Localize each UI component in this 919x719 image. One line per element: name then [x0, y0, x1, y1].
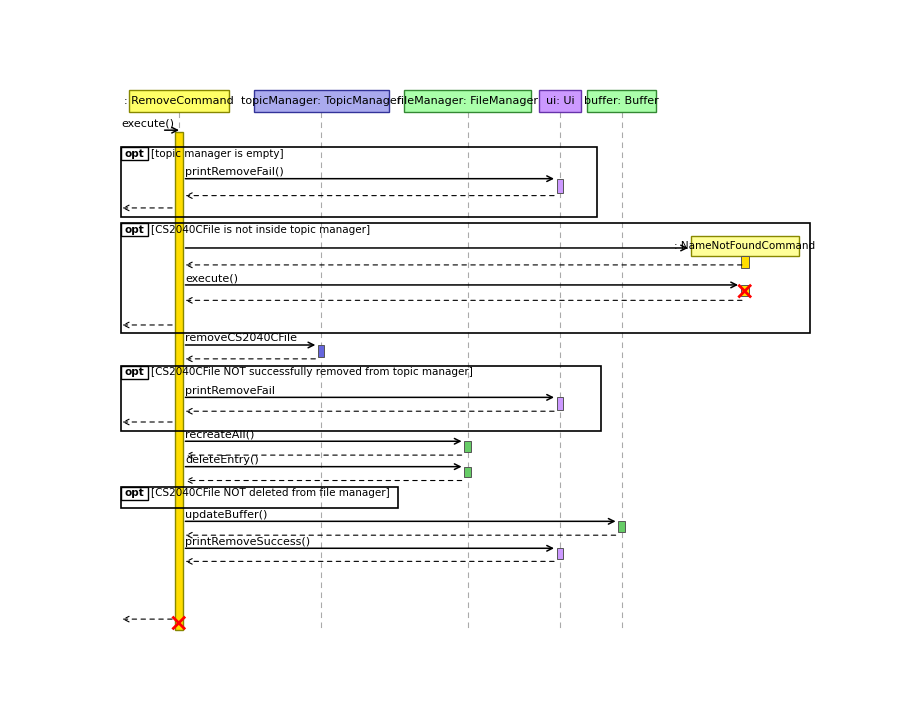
Bar: [121, 147, 148, 160]
Bar: [121, 147, 596, 217]
Bar: [539, 90, 581, 111]
Bar: [121, 224, 811, 333]
Bar: [121, 366, 601, 431]
Bar: [464, 467, 471, 477]
Bar: [557, 398, 562, 410]
Bar: [254, 90, 389, 111]
Text: deleteEntry(): deleteEntry(): [185, 455, 258, 465]
Bar: [741, 285, 749, 296]
Text: : NameNotFoundCommand: : NameNotFoundCommand: [675, 241, 815, 251]
Text: opt: opt: [125, 149, 144, 159]
Bar: [557, 549, 562, 559]
Text: removeCS2040CFile: removeCS2040CFile: [185, 334, 297, 344]
Text: ui: Ui: ui: Ui: [546, 96, 574, 106]
Text: opt: opt: [125, 488, 144, 498]
Text: execute(): execute(): [185, 273, 238, 283]
Text: updateBuffer(): updateBuffer(): [185, 510, 267, 520]
Text: printRemoveSuccess(): printRemoveSuccess(): [185, 537, 310, 546]
Bar: [618, 521, 625, 532]
Text: recreateAll(): recreateAll(): [185, 430, 255, 440]
Text: execute(): execute(): [121, 119, 174, 129]
Text: [CS2040CFile is not inside topic manager]: [CS2040CFile is not inside topic manager…: [151, 225, 370, 235]
Bar: [175, 132, 183, 630]
Bar: [318, 345, 324, 357]
Bar: [121, 224, 148, 237]
Text: opt: opt: [125, 367, 144, 377]
Text: opt: opt: [125, 225, 144, 235]
Bar: [587, 90, 656, 111]
Text: : RemoveCommand: : RemoveCommand: [124, 96, 233, 106]
Text: topicManager: TopicManager: topicManager: TopicManager: [241, 96, 402, 106]
Bar: [741, 256, 749, 268]
Bar: [464, 441, 471, 452]
Bar: [121, 487, 398, 508]
Bar: [557, 179, 562, 193]
Bar: [121, 487, 148, 500]
Bar: [129, 90, 229, 111]
Text: [CS2040CFile NOT successfully removed from topic manager]: [CS2040CFile NOT successfully removed fr…: [151, 367, 473, 377]
Text: printRemoveFail(): printRemoveFail(): [185, 167, 284, 177]
Text: buffer: Buffer: buffer: Buffer: [584, 96, 659, 106]
Text: printRemoveFail: printRemoveFail: [185, 386, 275, 396]
Bar: [404, 90, 531, 111]
Text: [topic manager is empty]: [topic manager is empty]: [151, 149, 284, 159]
Bar: [691, 236, 799, 256]
Bar: [121, 366, 148, 379]
Text: [CS2040CFile NOT deleted from file manager]: [CS2040CFile NOT deleted from file manag…: [151, 488, 390, 498]
Text: fileManager: FileManager: fileManager: FileManager: [397, 96, 538, 106]
